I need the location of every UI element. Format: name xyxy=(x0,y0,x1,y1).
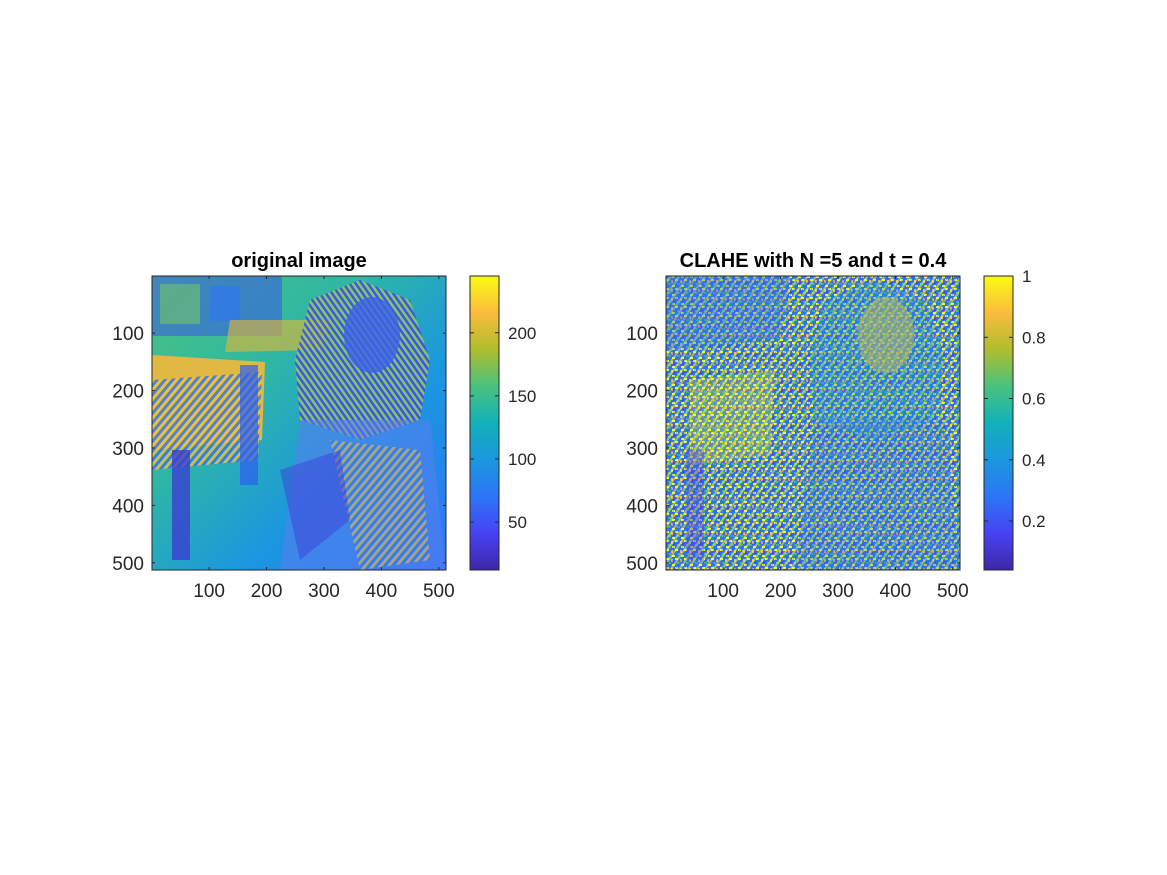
cbar-tick-label-right-1: 0.4 xyxy=(1022,451,1046,470)
cbar-tick-label-right-2: 0.6 xyxy=(1022,390,1046,409)
image-clahe xyxy=(666,276,960,570)
xtick-label-left-3: 400 xyxy=(366,581,398,602)
ytick-label-right-4: 500 xyxy=(626,554,658,575)
ytick-label-right-1: 200 xyxy=(626,382,658,403)
colorbar-left-ticks: 50 100 150 200 xyxy=(470,324,536,532)
ytick-label-left-2: 300 xyxy=(112,439,144,460)
xtick-label-left-2: 300 xyxy=(308,581,340,602)
ytick-label-right-3: 400 xyxy=(626,496,658,517)
cbar-tick-label-left-1: 100 xyxy=(508,450,536,469)
title-clahe: CLAHE with N =5 and t = 0.4 xyxy=(680,250,948,272)
xtick-label-right-2: 300 xyxy=(822,581,854,602)
xtick-label-right-0: 100 xyxy=(707,581,739,602)
axes-clahe: CLAHE with N =5 and t = 0.4 100 200 300 400… xyxy=(626,250,1045,602)
ytick-label-right-0: 100 xyxy=(626,324,658,345)
ticks-left: 100 200 300 400 500 100 200 300 400 500 xyxy=(112,276,455,602)
cbar-tick-label-right-0: 0.2 xyxy=(1022,512,1046,531)
xtick-label-right-1: 200 xyxy=(765,581,797,602)
ytick-label-left-4: 500 xyxy=(112,554,144,575)
xtick-label-left-1: 200 xyxy=(251,581,283,602)
xtick-label-right-3: 400 xyxy=(880,581,912,602)
xtick-label-right-4: 500 xyxy=(937,581,969,602)
colorbar-right: 0.2 0.4 0.6 0.8 1 xyxy=(983,267,1046,571)
colorbar-right-ticks: 0.2 0.4 0.6 0.8 1 xyxy=(984,267,1046,531)
axes-original-image: original image 100 200 300 400 500 100 200 300 4… xyxy=(112,250,536,602)
xtick-label-left-4: 500 xyxy=(423,581,455,602)
cbar-tick-label-left-2: 150 xyxy=(508,387,536,406)
ticks-right: 100 200 300 400 500 100 200 300 400 500 xyxy=(626,276,969,602)
axes-frame-left xyxy=(151,275,447,571)
xtick-label-left-0: 100 xyxy=(193,581,225,602)
colorbar-left: 50 100 150 200 xyxy=(469,275,536,571)
ytick-label-left-1: 200 xyxy=(112,382,144,403)
title-original-image: original image xyxy=(231,250,367,272)
image-original xyxy=(152,276,446,570)
colorbar-right-gradient xyxy=(984,276,1013,570)
axes-frame-right xyxy=(665,275,961,571)
ytick-label-left-0: 100 xyxy=(112,324,144,345)
cbar-tick-label-left-3: 200 xyxy=(508,324,536,343)
ytick-label-right-2: 300 xyxy=(626,439,658,460)
cbar-tick-label-right-3: 0.8 xyxy=(1022,328,1046,347)
cbar-tick-label-right-4: 1 xyxy=(1022,267,1031,286)
cbar-tick-label-left-0: 50 xyxy=(508,513,527,532)
ytick-label-left-3: 400 xyxy=(112,496,144,517)
colorbar-left-gradient xyxy=(470,276,499,570)
